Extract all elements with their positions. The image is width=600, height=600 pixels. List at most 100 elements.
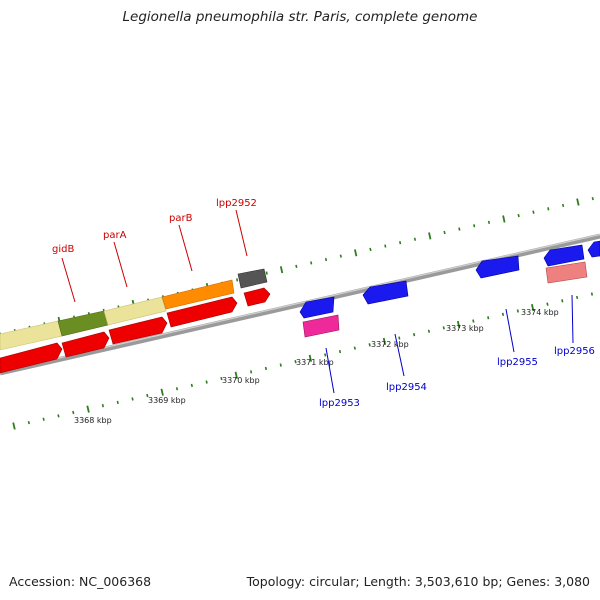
outer-tick (591, 197, 594, 201)
tick-label: 3374 kbp (521, 308, 559, 317)
outer-tick (310, 261, 313, 265)
gene-label-lpp2956[interactable]: lpp2956 (554, 346, 595, 357)
inner-tick (516, 309, 519, 313)
reverse-features (299, 240, 600, 338)
gene-label-lpp2954[interactable]: lpp2954 (386, 382, 427, 393)
outer-tick (236, 278, 239, 282)
inner-tick (264, 366, 268, 371)
inner-tick (27, 421, 30, 425)
inner-tick (442, 326, 445, 330)
gene-label-parB[interactable]: parB (169, 213, 193, 224)
inner-tick (86, 405, 90, 413)
feature-lpp2956-pink[interactable] (545, 261, 588, 284)
outer-tick (384, 244, 387, 248)
inner-tick (353, 346, 356, 350)
feature-parB[interactable] (161, 279, 235, 310)
outer-tick (443, 230, 446, 235)
outer-tick (324, 257, 328, 262)
gene-label-lpp2953[interactable]: lpp2953 (319, 398, 360, 409)
topology-text: Topology: circular; Length: 3,503,610 bp… (246, 574, 590, 589)
feature-gidB[interactable] (57, 310, 109, 337)
feature-lpp2953-blue[interactable] (299, 296, 335, 319)
inner-tick (42, 417, 45, 421)
inner-tick (456, 320, 461, 329)
outer-tick (428, 232, 432, 240)
inner-tick (294, 360, 297, 364)
feature-lpp2953-magenta[interactable] (302, 314, 340, 338)
tick-label: 3373 kbp (446, 324, 484, 333)
feature-red-4[interactable] (166, 296, 238, 328)
outer-tick (399, 241, 402, 245)
feature-red-2[interactable] (61, 331, 110, 358)
gene-label-gidB[interactable]: gidB (52, 244, 74, 255)
forward-outer-features (0, 268, 268, 351)
inner-tick (146, 393, 149, 398)
inner-tick (160, 388, 164, 396)
feature-parA[interactable] (103, 296, 167, 326)
inner-tick (472, 319, 475, 323)
outer-tick (517, 213, 520, 218)
feature-red-1[interactable] (0, 342, 63, 374)
outer-tick (458, 227, 461, 231)
inner-tick (220, 377, 223, 381)
map-title: Legionella pneumophila str. Paris, compl… (122, 9, 478, 25)
inner-tick (576, 295, 579, 300)
feature-lpp2952[interactable] (237, 268, 268, 289)
tick-labels: 3368 kbp 3369 kbp 3370 kbp 3371 kbp 3372… (74, 308, 559, 425)
feature-edge-blue[interactable] (587, 240, 600, 258)
inner-tick (101, 404, 104, 408)
tick-label: 3371 kbp (296, 358, 334, 367)
outer-tick (413, 237, 417, 241)
gene-label-lpp2952[interactable]: lpp2952 (216, 198, 257, 209)
outer-tick (265, 271, 268, 275)
inner-tick (175, 387, 179, 391)
inner-tick (413, 333, 416, 337)
inner-tick (324, 353, 327, 357)
gene-label-lpp2955[interactable]: lpp2955 (497, 357, 538, 368)
feature-red-3[interactable] (108, 316, 168, 345)
inner-tick (279, 363, 282, 367)
outer-tick (354, 249, 358, 257)
inner-tick (57, 414, 60, 418)
inner-tick (427, 329, 431, 333)
label-leaders (61, 209, 574, 394)
inner-tick-ruler (12, 292, 594, 430)
inner-tick (308, 354, 313, 362)
tick-label: 3369 kbp (148, 396, 186, 405)
inner-tick (250, 370, 253, 374)
outer-tick (562, 203, 565, 208)
inner-tick (190, 383, 193, 388)
genome-backbone (0, 233, 600, 376)
inner-tick (561, 299, 564, 303)
inner-tick (234, 371, 238, 379)
inner-tick (131, 397, 134, 401)
tick-label: 3372 kbp (371, 340, 409, 349)
feature-red-5[interactable] (243, 287, 271, 307)
forward-inner-features (0, 287, 271, 374)
outer-tick (502, 215, 506, 223)
gene-labels: gidB parA parB lpp2952 lpp2953 lpp2954 l… (52, 198, 595, 409)
inner-tick (338, 349, 342, 354)
gene-label-parA[interactable]: parA (103, 230, 127, 241)
inner-tick (531, 304, 535, 312)
inner-tick (368, 343, 371, 347)
outer-tick (473, 224, 476, 228)
inner-tick (590, 292, 594, 296)
tick-label: 3368 kbp (74, 416, 112, 425)
inner-tick (12, 422, 16, 430)
accession-text: Accession: NC_006368 (9, 574, 152, 589)
outer-tick (547, 207, 550, 211)
feature-lpp2955[interactable] (475, 255, 520, 279)
feature-lpp2954[interactable] (362, 280, 409, 305)
inner-tick (487, 316, 490, 320)
inner-tick (398, 336, 401, 340)
outer-tick (279, 266, 284, 274)
outer-tick (369, 247, 372, 252)
feature-lpp2956-blue[interactable] (543, 244, 585, 267)
outer-tick (576, 198, 580, 206)
inner-tick (205, 380, 208, 384)
inner-tick (546, 302, 549, 306)
tick-label: 3370 kbp (222, 376, 260, 385)
inner-tick (72, 410, 75, 415)
